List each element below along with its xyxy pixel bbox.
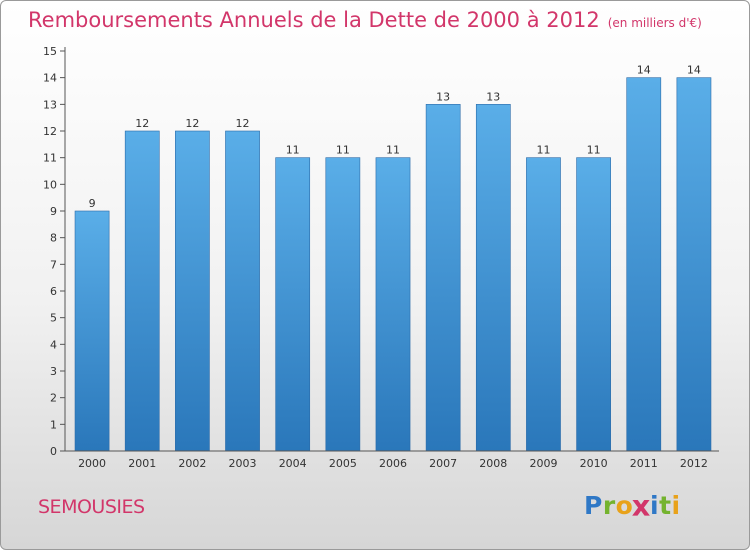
brand-logo: Proxiti [584, 488, 681, 523]
bar-2000 [74, 210, 110, 452]
brand-logo-letter: t [659, 491, 672, 520]
bar-2011 [626, 77, 662, 452]
chart-unit: (en milliers d'€) [607, 16, 702, 30]
bar-2003 [225, 130, 260, 452]
x-tick-label: 2009 [529, 457, 557, 470]
bars: 9 12 12 12 11 11 11 13 13 11 11 14 14 [74, 64, 712, 452]
bar-value-label: 14 [637, 64, 651, 77]
bar-value-label: 11 [336, 144, 350, 157]
bar-2002 [175, 130, 210, 452]
y-tick-label: 12 [43, 125, 57, 138]
commune-name: SEMOUSIES [38, 496, 145, 518]
x-tick-label: 2006 [379, 457, 407, 470]
y-tick-label: 11 [43, 152, 57, 165]
brand-logo-letter: i [671, 491, 681, 520]
x-tick-label: 2007 [429, 457, 457, 470]
bar-value-label: 11 [536, 144, 550, 157]
brand-logo-letter: i [650, 491, 660, 520]
bar-value-label: 12 [185, 117, 199, 130]
y-tick-label: 10 [43, 178, 57, 191]
bar-2009 [526, 157, 561, 452]
y-tick-label: 0 [50, 445, 57, 458]
x-tick-label: 2010 [580, 457, 608, 470]
y-tick-label: 9 [50, 205, 57, 218]
y-tick-label: 8 [50, 232, 57, 245]
x-tick-label: 2005 [329, 457, 357, 470]
bar-2006 [375, 157, 411, 452]
bar-2012 [676, 77, 712, 452]
y-tick-label: 15 [43, 45, 57, 58]
y-tick-label: 2 [50, 392, 57, 405]
y-tick-label: 14 [43, 72, 57, 85]
y-tick-label: 7 [50, 258, 57, 271]
bar-value-label: 11 [386, 144, 400, 157]
bar-value-label: 11 [286, 144, 300, 157]
chart-title: Remboursements Annuels de la Dette de 20… [28, 8, 702, 32]
x-tick-label: 2008 [479, 457, 507, 470]
brand-logo-letter: o [615, 491, 634, 520]
y-tick-label: 5 [50, 312, 57, 325]
y-tick-label: 13 [43, 98, 57, 111]
bar-value-label: 9 [89, 197, 96, 210]
x-tick-label: 2003 [229, 457, 257, 470]
y-tick-label: 4 [50, 338, 57, 351]
x-axis: 2000 2001 2002 2003 2004 2005 2006 2007 2008 2009… [65, 450, 719, 470]
x-tick-label: 2004 [279, 457, 307, 470]
y-tick-label: 3 [50, 365, 57, 378]
bar-2001 [124, 130, 160, 452]
bar-2005 [325, 157, 361, 452]
x-tick-label: 2001 [128, 457, 156, 470]
brand-logo-letter: P [584, 491, 603, 520]
y-tick-label: 6 [50, 285, 57, 298]
brand-logo-letter: x [632, 488, 652, 523]
chart-title-text: Remboursements Annuels de la Dette de 20… [28, 8, 600, 32]
bar-2007 [425, 104, 461, 452]
bar-value-label: 11 [587, 144, 601, 157]
y-tick-label: 1 [50, 418, 57, 431]
x-tick-label: 2002 [178, 457, 206, 470]
bar-value-label: 12 [135, 117, 149, 130]
x-tick-label: 2011 [630, 457, 658, 470]
x-tick-label: 2012 [680, 457, 708, 470]
bar-2010 [576, 157, 611, 452]
bar-2008 [475, 104, 511, 452]
bar-value-label: 12 [236, 117, 250, 130]
bar-value-label: 13 [486, 90, 500, 103]
brand-logo-letter: r [602, 491, 616, 520]
bar-value-label: 14 [687, 64, 701, 77]
x-tick-label: 2000 [78, 457, 106, 470]
bar-2004 [275, 157, 311, 452]
bar-value-label: 13 [436, 90, 450, 103]
